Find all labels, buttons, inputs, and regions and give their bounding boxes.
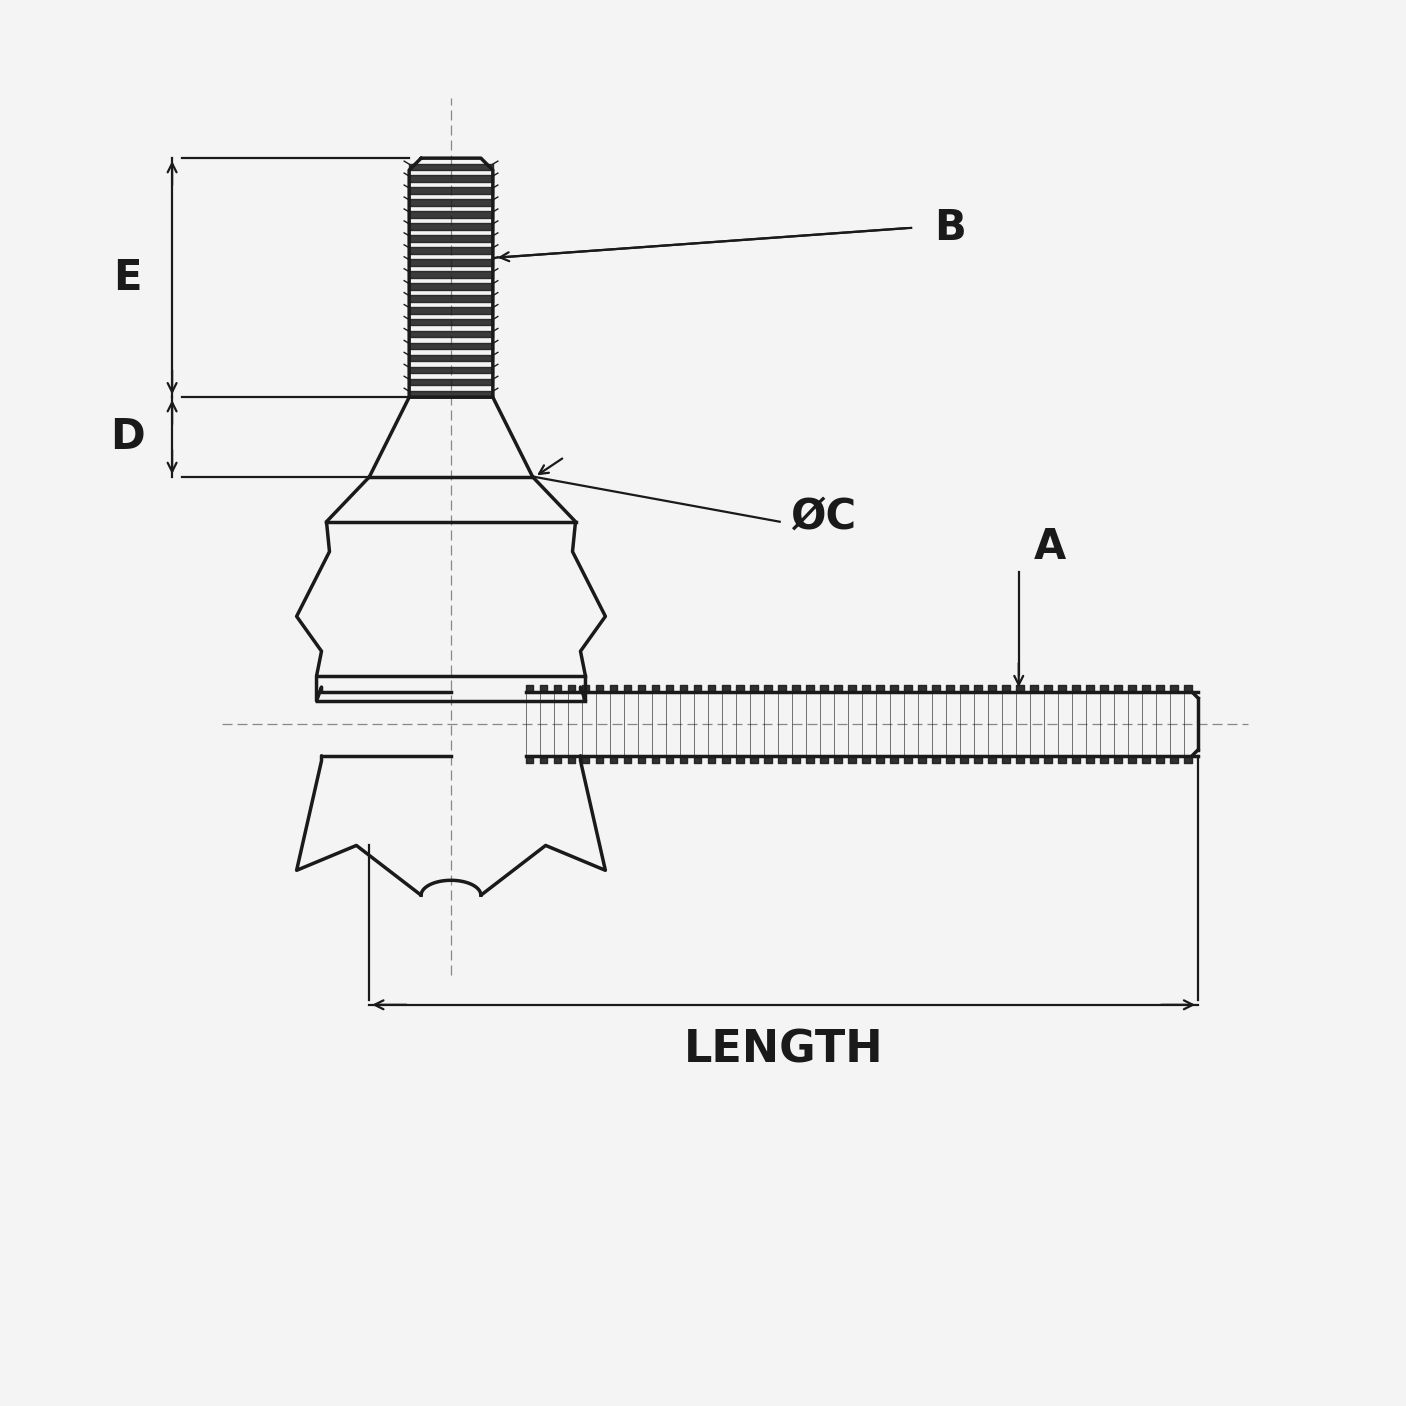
Text: E: E [112, 257, 142, 298]
Text: B: B [934, 207, 966, 249]
Text: LENGTH: LENGTH [683, 1028, 883, 1071]
Text: A: A [1033, 526, 1066, 568]
Text: ØC: ØC [790, 496, 856, 537]
Text: D: D [110, 416, 145, 458]
